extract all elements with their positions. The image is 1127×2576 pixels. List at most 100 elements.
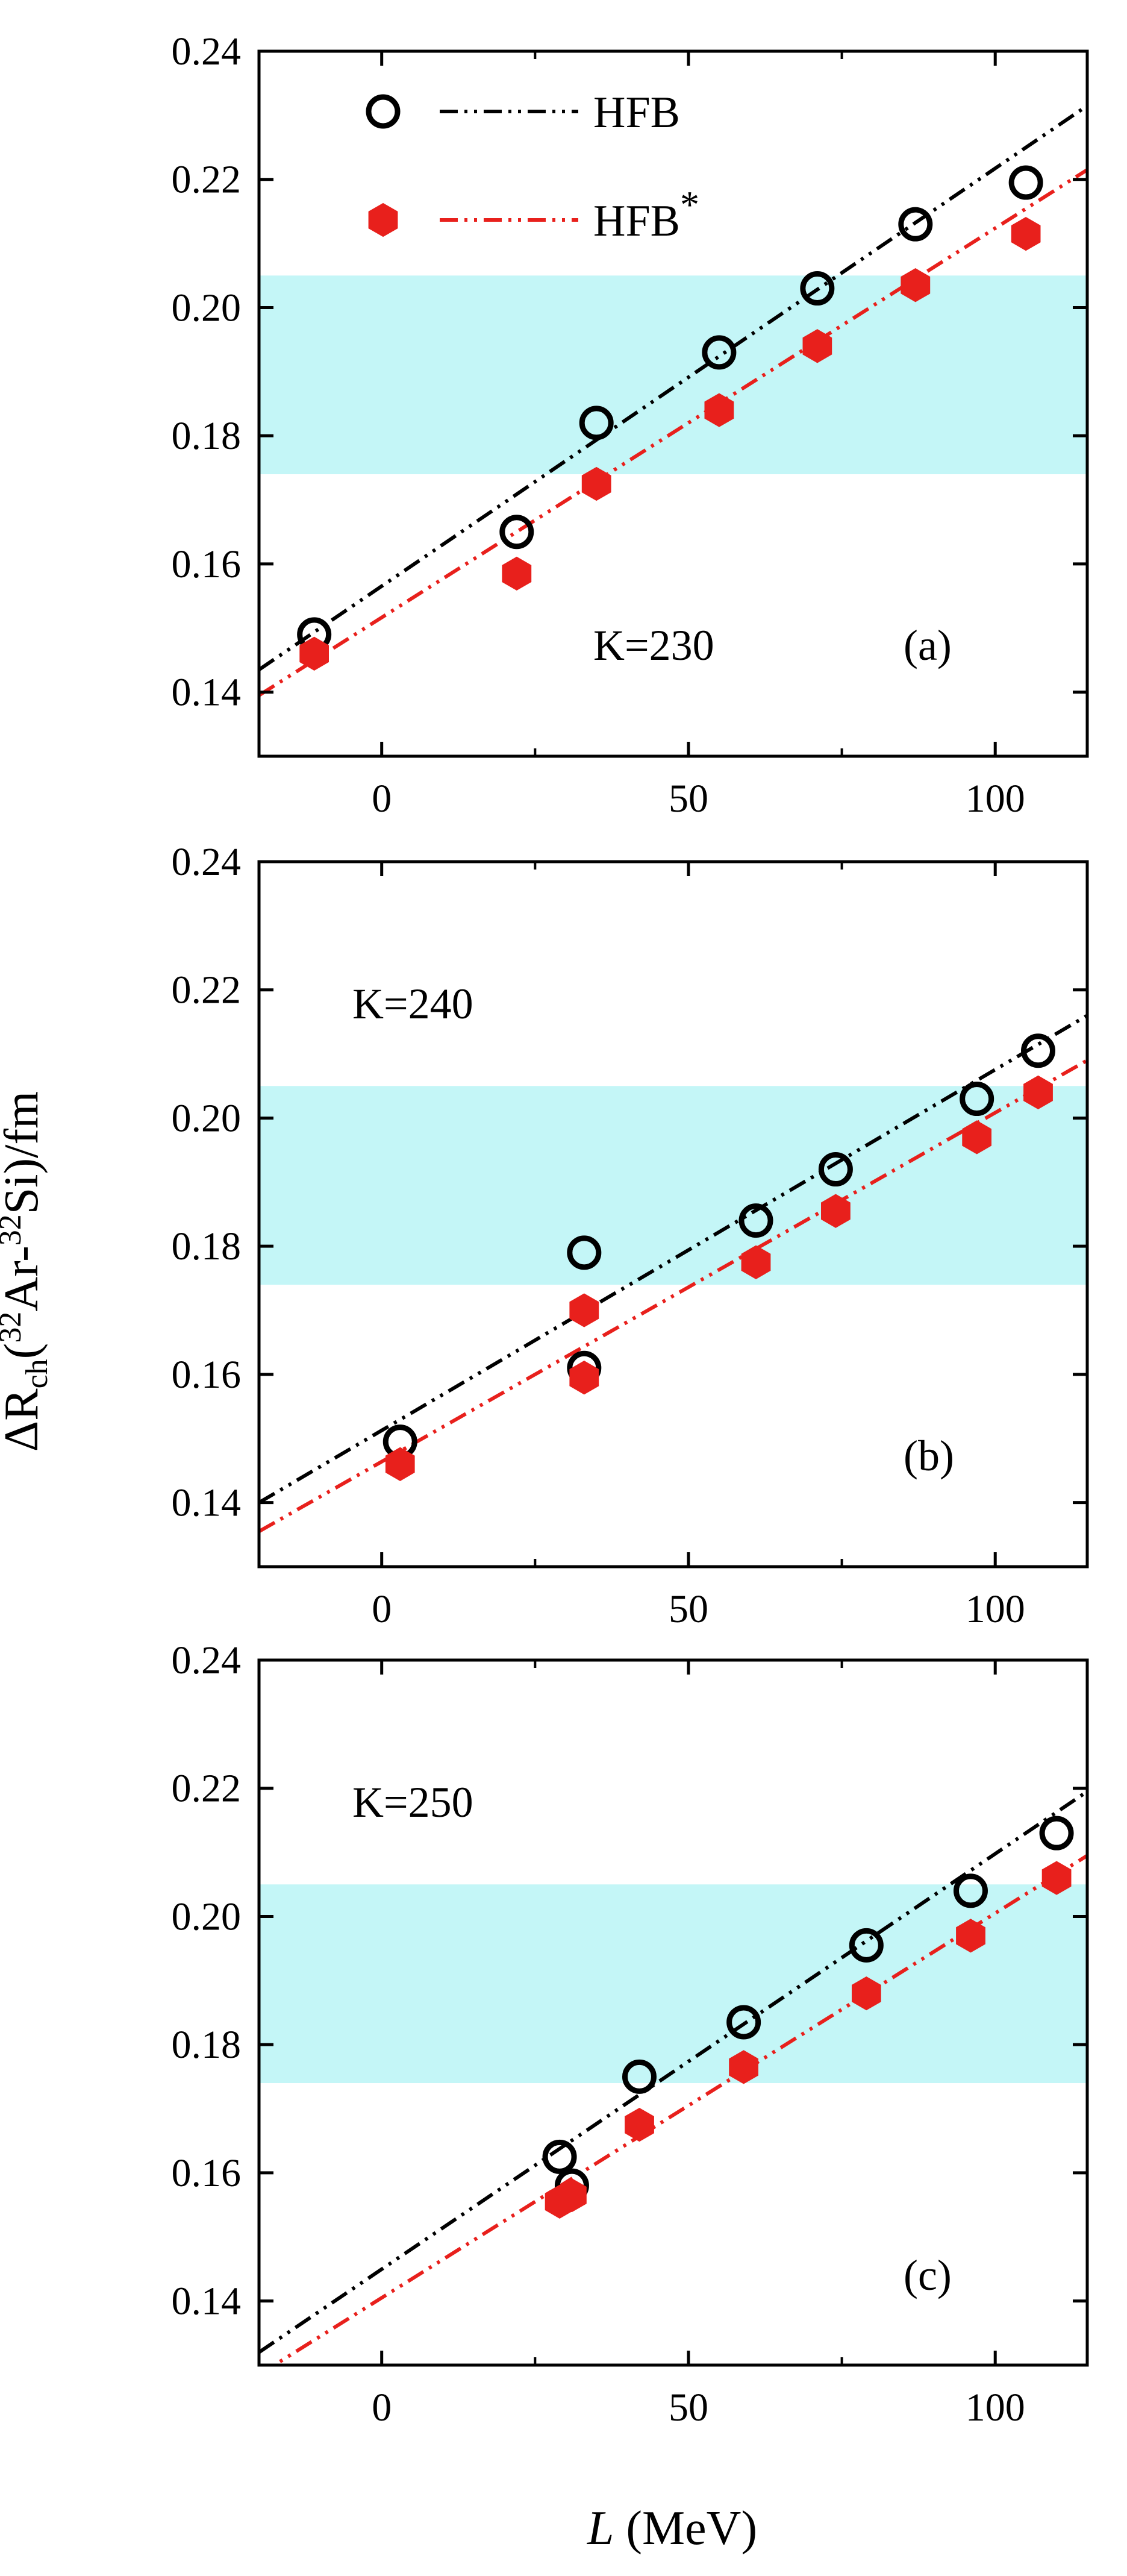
panel-b-series-0-point-4	[818, 1152, 853, 1187]
panel-c-ytick-label-5: 0.24	[172, 1638, 242, 1682]
panel-b-frame	[257, 860, 1089, 1568]
legend-label-text-1: HFB	[593, 196, 680, 246]
panel-a-frame	[257, 49, 1089, 758]
panel-c-annotation: K=250	[352, 1778, 473, 1826]
panel-a-series-0-point-2	[579, 406, 614, 440]
panel-c-frame	[257, 1658, 1089, 2367]
panel-c-series-0-point-2	[622, 2059, 657, 2094]
legend-label-text-0: HFB	[593, 88, 680, 137]
panel-b-ytick-label-2: 0.18	[172, 1224, 242, 1268]
xlabel-symbol: L	[587, 2502, 614, 2555]
ylabel-sup1: 32	[0, 1312, 28, 1343]
ylabel-end: Si)/fm	[0, 1091, 48, 1214]
panel-c-series-0-point-3	[726, 2005, 761, 2040]
panel-a-series-1-point-1	[502, 556, 532, 591]
panel-c-series-1-point-3	[729, 2050, 758, 2084]
panel-a-annotation: K=230	[593, 621, 714, 669]
panel-a-series-1-point-5	[901, 268, 931, 302]
panels: 0.14 0.16 0.18 0.20 0.22 0.24 0 50 100 K=230 (a) HF…	[172, 30, 1089, 2430]
ylabel-sub: ch	[20, 1359, 54, 1388]
panel-a-ytick-label-2: 0.18	[172, 414, 242, 458]
panel-c-ytick-label-0: 0.14	[172, 2280, 242, 2324]
panel-b-series-1-point-1	[569, 1293, 599, 1327]
panel-a-ytick-label-3: 0.20	[172, 286, 242, 330]
panel-c-series-1-point-4	[852, 1976, 881, 2011]
panel-b-ytick-label-4: 0.22	[172, 968, 242, 1012]
panel-a-ytick-label-0: 0.14	[172, 671, 242, 715]
panel-c-fit-line-1	[270, 1854, 1087, 2365]
panel-b-series-1-point-3	[741, 1245, 771, 1279]
ylabel-mid: Ar-	[0, 1246, 48, 1311]
panel-c-series-0-point-5	[953, 1873, 988, 1908]
panel-a-series-1-point-3	[704, 393, 734, 427]
panel-c-fit-line-0	[259, 1790, 1087, 2354]
panel-a-band	[259, 275, 1087, 474]
panel-b-series-1-point-6	[1023, 1075, 1053, 1110]
panel-b-ytick-label-1: 0.16	[172, 1353, 242, 1397]
panel-a-ytick-label-1: 0.16	[172, 542, 242, 586]
panel-b-series-1-point-4	[821, 1194, 851, 1228]
panel-a-xtick-label-2: 100	[966, 777, 1025, 821]
x-axis-title: L (MeV)	[587, 2502, 757, 2555]
panel-a-series-0-point-6	[1008, 165, 1043, 200]
legend-marker-0	[366, 94, 401, 129]
panel-a-series-0-point-1	[499, 515, 534, 550]
panel-a-ytick-label-5: 0.24	[172, 30, 242, 74]
panel-a-series-0-point-5	[898, 207, 933, 242]
legend-label-1: HFB*	[593, 183, 699, 246]
panel-a-tag: (a)	[904, 621, 952, 669]
panel-c-ytick-label-3: 0.20	[172, 1894, 242, 1938]
panel-b-series-1-point-5	[962, 1120, 991, 1155]
panel-c-ytick-label-1: 0.16	[172, 2151, 242, 2195]
panel-b-series-1-point-2	[569, 1361, 599, 1395]
panel-b-tag: (b)	[904, 1432, 954, 1480]
panel-b-fit-line-0	[259, 1014, 1087, 1505]
panel-a-fit-line-0	[259, 104, 1087, 671]
panel-a-series-0-point-4	[800, 271, 835, 306]
ylabel-open: (	[0, 1343, 48, 1359]
panel-b-ytick-label-0: 0.14	[172, 1481, 242, 1525]
ylabel-delta: ΔR	[0, 1388, 48, 1452]
panel-a-series-1-point-6	[1011, 216, 1041, 251]
panel-c-xtick-label-2: 100	[966, 2386, 1025, 2430]
panel-a-xtick-label-0: 0	[372, 777, 392, 821]
y-axis-title: ΔRch(32Ar-32Si)/fm	[0, 1091, 54, 1452]
panel-b-xtick-label-0: 0	[372, 1587, 392, 1631]
panel-c-band	[259, 1884, 1087, 2083]
panel-b-series-0-point-3	[738, 1203, 773, 1238]
panel-a-series-0-point-3	[702, 335, 737, 370]
panel-a-series-1-point-0	[299, 636, 329, 671]
panel-b-annotation: K=240	[352, 980, 473, 1028]
panel-b-series-0-point-1	[567, 1235, 602, 1270]
panel-b-band	[259, 1086, 1087, 1285]
panel-b: 0.14 0.16 0.18 0.20 0.22 0.24 0 50 100 K=240 (b)	[172, 840, 1089, 1631]
panel-a-xtick-label-1: 50	[669, 777, 708, 821]
panel-c-series-1-point-5	[956, 1919, 985, 1953]
panel-a: 0.14 0.16 0.18 0.20 0.22 0.24 0 50 100 K=230 (a) HF…	[172, 30, 1089, 821]
panel-b-xtick-label-2: 100	[966, 1587, 1025, 1631]
panel-c-ytick-label-2: 0.18	[172, 2023, 242, 2067]
panel-c: 0.14 0.16 0.18 0.20 0.22 0.24 0 50 100 K=250 (c)	[172, 1638, 1089, 2430]
panel-b-series-0-point-6	[1021, 1033, 1056, 1068]
panel-a-ytick-label-4: 0.22	[172, 158, 242, 202]
panel-c-xtick-label-0: 0	[372, 2386, 392, 2430]
panel-a-fit-line-1	[259, 168, 1087, 697]
panel-b-xtick-label-1: 50	[669, 1587, 708, 1631]
panel-c-tag: (c)	[904, 2251, 952, 2299]
legend-marker-1	[368, 202, 398, 237]
panel-c-series-1-point-1	[557, 2178, 587, 2213]
panel-c-series-1-point-2	[625, 2107, 654, 2142]
panel-c-series-0-point-6	[1039, 1816, 1074, 1851]
panel-c-series-0-point-4	[849, 1928, 884, 1963]
legend-label-0: HFB	[593, 88, 680, 137]
panel-b-ytick-label-5: 0.24	[172, 840, 242, 884]
panel-b-series-0-point-5	[960, 1082, 994, 1117]
panel-a-series-1-point-2	[581, 466, 611, 501]
panel-c-series-0-point-0	[542, 2139, 577, 2174]
panel-c-series-1-point-6	[1041, 1861, 1072, 1895]
ylabel-sup2: 32	[0, 1214, 28, 1246]
legend-label-sup-1: *	[680, 183, 699, 226]
panel-b-ytick-label-3: 0.20	[172, 1096, 242, 1140]
